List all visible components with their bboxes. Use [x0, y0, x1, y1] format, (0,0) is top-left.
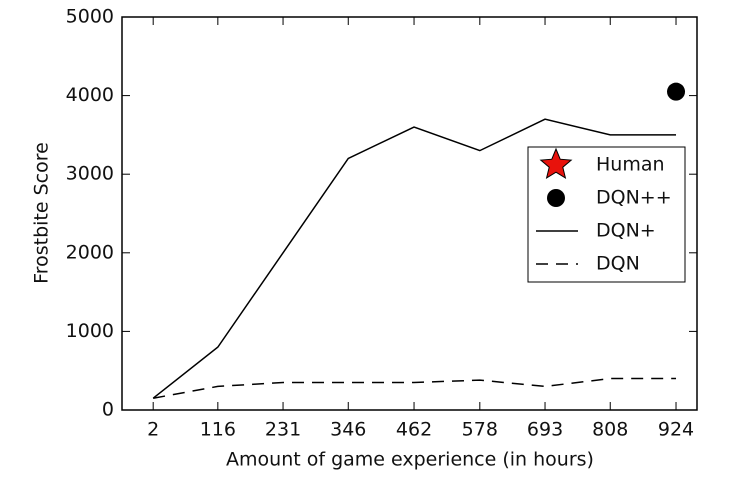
y-tick-label: 1000 [66, 320, 114, 342]
legend-label: DQN++ [596, 187, 672, 209]
y-tick-label: 3000 [66, 163, 114, 185]
legend-label: Human [596, 154, 665, 176]
x-tick-label: 2 [147, 419, 159, 441]
x-tick-label: 693 [527, 419, 563, 441]
x-tick-label: 462 [396, 419, 432, 441]
y-tick-label: 4000 [66, 84, 114, 106]
x-tick-label: 924 [658, 419, 694, 441]
x-tick-label: 578 [462, 419, 498, 441]
y-tick-label: 0 [102, 399, 114, 421]
legend-marker [539, 147, 573, 179]
series-line [153, 377, 677, 399]
point-marker [667, 82, 686, 101]
x-tick-label: 346 [330, 419, 366, 441]
series-line [152, 118, 677, 399]
y-axis-label: Frostbite Score [31, 142, 53, 284]
y-tick-label: 5000 [66, 6, 114, 28]
legend-label: DQN+ [596, 220, 656, 242]
x-tick-label: 231 [265, 419, 301, 441]
legend-label: DQN [596, 253, 640, 275]
plot-frame [121, 16, 698, 411]
x-tick-label: 116 [200, 419, 236, 441]
x-tick-label: 808 [592, 419, 628, 441]
y-tick-label: 2000 [66, 241, 114, 263]
x-axis-label: Amount of game experience (in hours) [226, 449, 594, 471]
legend-marker [547, 189, 565, 207]
